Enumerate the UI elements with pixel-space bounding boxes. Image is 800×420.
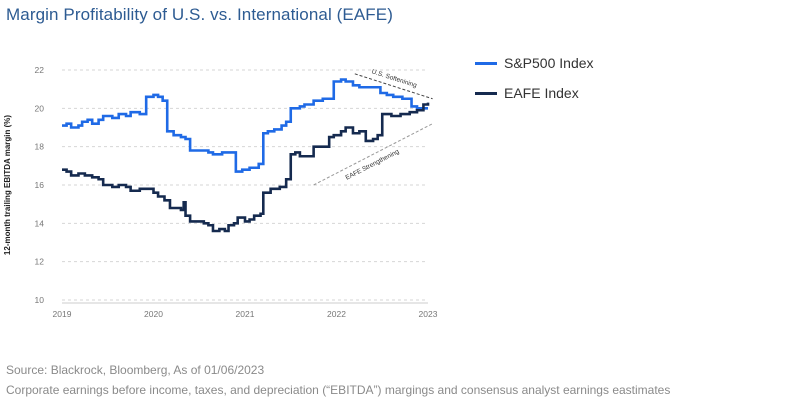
legend-label-eafe: EAFE Index: [504, 85, 579, 101]
x-tick-label-2022: 2022: [327, 309, 346, 319]
footnote: Corporate earnings before income, taxes,…: [6, 383, 671, 397]
y-tick-label-10: 10: [35, 295, 45, 305]
chart-title: Margin Profitability of U.S. vs. Interna…: [6, 5, 393, 24]
x-tick-label-2021: 2021: [236, 309, 255, 319]
annotation-line-1: [313, 123, 433, 186]
source-note: Source: Blackrock, Bloomberg, As of 01/0…: [6, 363, 265, 377]
series-line-1: [62, 102, 430, 233]
annotation-label-1: EAFE Strengthening: [344, 148, 400, 182]
x-tick-label-2023: 2023: [419, 309, 438, 319]
legend: S&P500 Index EAFE Index: [475, 48, 594, 108]
legend-swatch-eafe: [475, 91, 497, 95]
x-tick-label-2019: 2019: [53, 309, 72, 319]
annotation-line-0: [354, 73, 433, 100]
y-tick-label-14: 14: [35, 218, 45, 228]
y-tick-label-22: 22: [35, 65, 45, 75]
legend-label-sp500: S&P500 Index: [504, 55, 594, 71]
y-tick-label-18: 18: [35, 142, 45, 152]
y-tick-label-20: 20: [35, 103, 45, 113]
x-tick-label-2020: 2020: [144, 309, 163, 319]
legend-item-eafe: EAFE Index: [475, 78, 594, 108]
series-line-0: [62, 78, 428, 173]
legend-item-sp500: S&P500 Index: [475, 48, 594, 78]
legend-swatch-sp500: [475, 61, 497, 65]
y-tick-label-12: 12: [35, 257, 45, 267]
y-axis-label: 12-month trailing EBITDA margin (%): [3, 115, 12, 255]
y-tick-label-16: 16: [35, 180, 45, 190]
